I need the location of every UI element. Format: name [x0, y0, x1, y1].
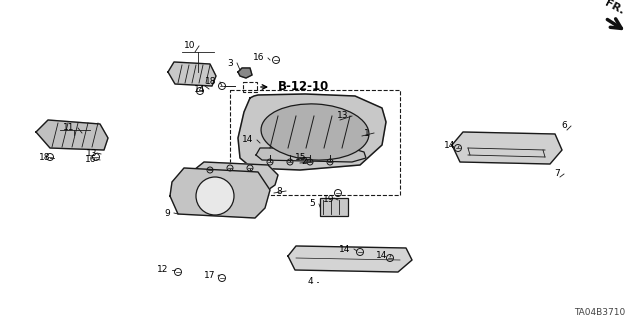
Text: 16: 16 [253, 54, 264, 63]
Polygon shape [190, 162, 278, 192]
Text: 9: 9 [164, 209, 170, 218]
Text: 14: 14 [339, 244, 350, 254]
Text: 14: 14 [242, 136, 253, 145]
Bar [243, 82, 257, 92]
Text: 15: 15 [294, 152, 306, 161]
Text: 3: 3 [227, 58, 233, 68]
Text: 1: 1 [364, 129, 370, 137]
Ellipse shape [261, 104, 369, 160]
Bar [230, 90, 400, 195]
Text: 19: 19 [323, 196, 334, 204]
Polygon shape [452, 132, 562, 164]
Text: 13: 13 [86, 150, 97, 159]
Text: 7: 7 [554, 169, 560, 179]
Text: 10: 10 [184, 41, 195, 50]
Polygon shape [256, 148, 366, 162]
Text: FR.: FR. [603, 0, 626, 16]
Polygon shape [238, 68, 252, 78]
Text: 2: 2 [301, 158, 307, 167]
Text: 17: 17 [204, 271, 215, 279]
Text: 12: 12 [157, 265, 168, 275]
Polygon shape [238, 94, 386, 170]
Text: 5: 5 [309, 199, 315, 209]
Text: 4: 4 [307, 278, 313, 286]
Circle shape [196, 177, 234, 215]
Text: 11: 11 [63, 123, 74, 132]
Text: TA04B3710: TA04B3710 [574, 308, 625, 317]
Text: B-12-10: B-12-10 [278, 80, 329, 93]
Text: 13: 13 [337, 112, 348, 121]
Text: 18: 18 [205, 78, 216, 86]
Text: 6: 6 [561, 122, 567, 130]
Text: 18: 18 [38, 153, 50, 162]
Text: 16: 16 [84, 155, 96, 165]
Polygon shape [168, 62, 216, 86]
Polygon shape [288, 246, 412, 272]
Bar [320, 198, 348, 216]
Polygon shape [36, 120, 108, 150]
Text: 14: 14 [444, 142, 455, 151]
Text: 8: 8 [276, 187, 282, 196]
Text: 14: 14 [194, 85, 205, 93]
Polygon shape [170, 168, 270, 218]
Text: 14: 14 [376, 250, 387, 259]
